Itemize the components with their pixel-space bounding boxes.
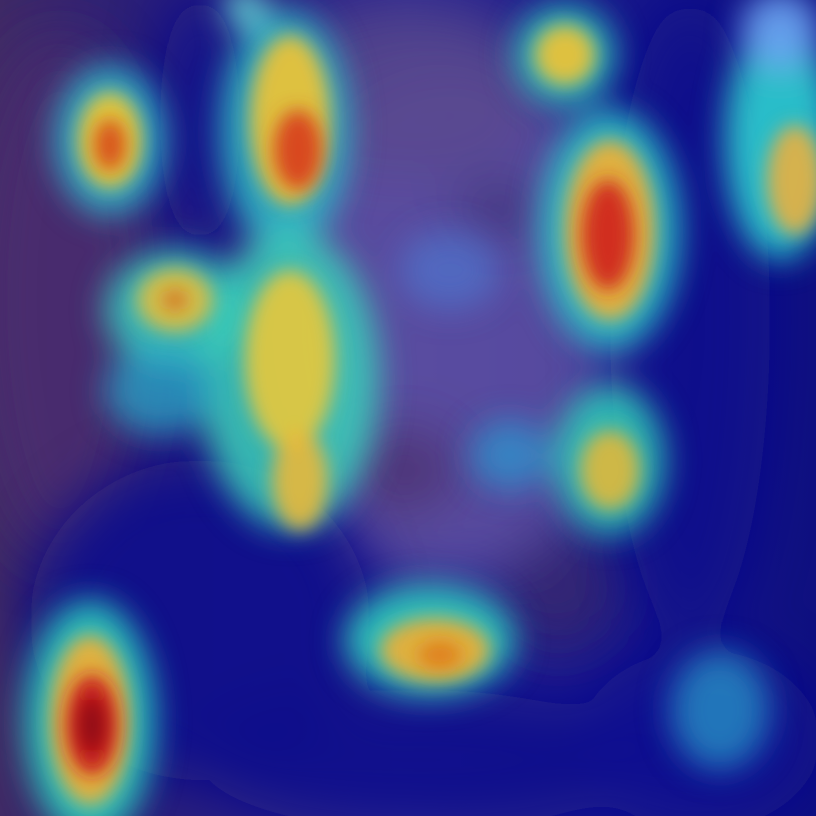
hot-cores — [66, 110, 634, 775]
cyan-halos — [25, 0, 816, 816]
